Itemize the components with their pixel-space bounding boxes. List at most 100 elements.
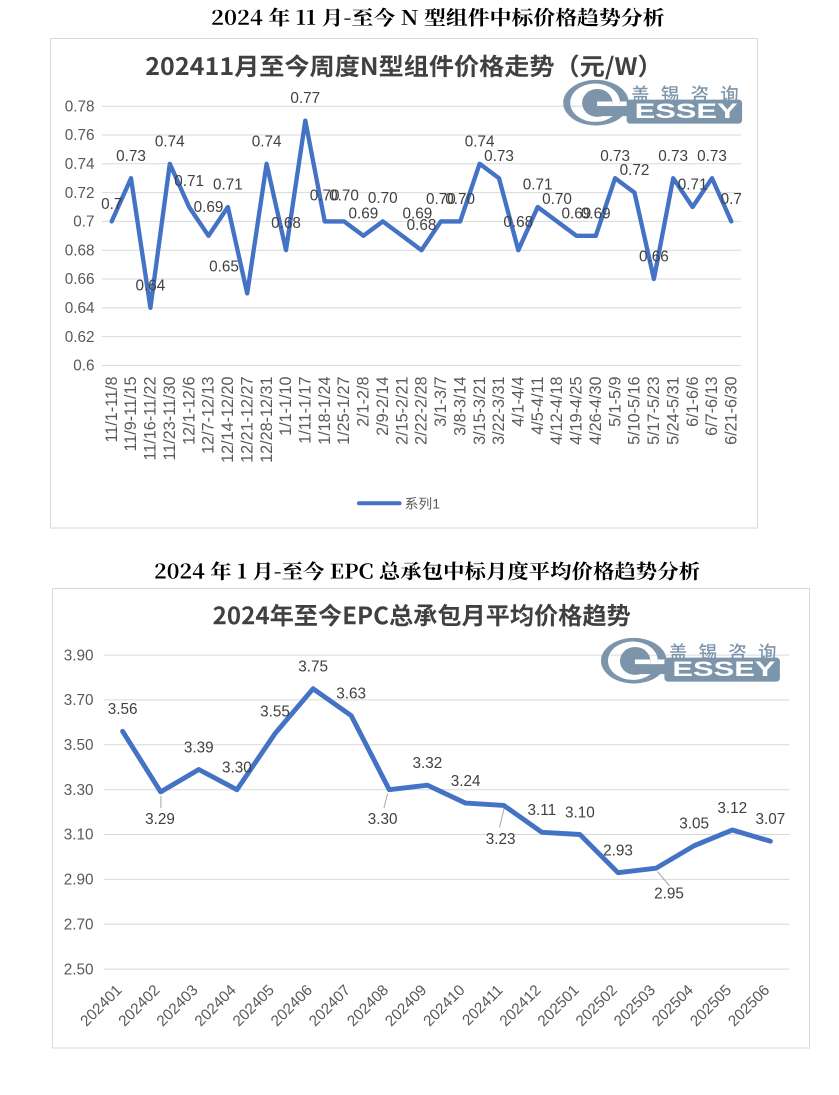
svg-text:3.30: 3.30 [368,811,398,828]
svg-text:12/14-12/20: 12/14-12/20 [219,377,237,463]
svg-text:3.30: 3.30 [222,760,252,777]
svg-text:3.90: 3.90 [64,647,94,664]
svg-text:0.66: 0.66 [65,271,95,288]
svg-text:5/17-5/23: 5/17-5/23 [645,377,663,445]
svg-text:0.64: 0.64 [65,300,95,317]
svg-text:3.12: 3.12 [717,800,747,817]
svg-text:0.70: 0.70 [329,188,359,205]
svg-text:0.69: 0.69 [581,205,611,222]
svg-text:0.73: 0.73 [697,148,727,165]
svg-text:0.62: 0.62 [65,329,95,346]
svg-text:0.74: 0.74 [252,133,282,150]
svg-text:3.50: 3.50 [64,737,94,754]
svg-text:0.70: 0.70 [310,188,340,205]
svg-text:0.70: 0.70 [368,190,398,207]
svg-text:4/19-4/25: 4/19-4/25 [568,377,586,445]
svg-text:2/9-2/14: 2/9-2/14 [374,377,392,436]
svg-text:1/18-1/24: 1/18-1/24 [316,377,334,445]
svg-text:11/9-11/15: 11/9-11/15 [122,377,140,452]
svg-text:0.77: 0.77 [290,90,320,107]
svg-text:0.66: 0.66 [639,249,669,266]
svg-text:1/11-1/17: 1/11-1/17 [297,377,315,444]
svg-text:3.70: 3.70 [64,692,94,709]
svg-text:0.6: 0.6 [73,358,94,375]
svg-text:12/7-12/13: 12/7-12/13 [200,377,218,454]
svg-text:0.72: 0.72 [65,185,95,202]
svg-text:0.74: 0.74 [155,133,185,150]
svg-text:0.64: 0.64 [136,277,166,294]
svg-text:3.07: 3.07 [756,811,786,828]
svg-text:3.29: 3.29 [145,811,175,828]
svg-text:3.05: 3.05 [679,816,709,833]
svg-text:12/1-12/6: 12/1-12/6 [180,377,198,445]
svg-text:12/21-12/27: 12/21-12/27 [238,377,256,463]
svg-text:11/16-11/22: 11/16-11/22 [142,377,160,461]
svg-text:2.50: 2.50 [64,961,94,978]
svg-text:0.71: 0.71 [213,177,243,194]
svg-text:3.10: 3.10 [64,827,94,844]
svg-text:0.74: 0.74 [465,133,495,150]
svg-text:3.56: 3.56 [108,701,138,718]
svg-text:0.76: 0.76 [65,127,95,144]
svg-text:0.73: 0.73 [600,148,630,165]
svg-text:1: 1 [432,496,440,512]
svg-text:12/28-12/31: 12/28-12/31 [258,377,276,463]
svg-text:3.30: 3.30 [64,782,94,799]
svg-text:5/1-5/9: 5/1-5/9 [606,377,624,427]
svg-text:3/8-3/14: 3/8-3/14 [451,377,469,436]
svg-text:0.72: 0.72 [620,162,650,179]
svg-text:0.69: 0.69 [349,205,379,222]
svg-text:11/1-11/8: 11/1-11/8 [103,377,121,443]
svg-text:3/15-3/21: 3/15-3/21 [471,377,489,445]
svg-text:1/25-1/27: 1/25-1/27 [335,377,353,445]
svg-text:3/1-3/7: 3/1-3/7 [432,377,450,427]
svg-text:2/1-2/8: 2/1-2/8 [355,377,373,427]
svg-text:5/10-5/16: 5/10-5/16 [626,377,644,445]
svg-text:3.39: 3.39 [184,739,214,756]
svg-text:2.90: 2.90 [64,872,94,889]
svg-text:3.32: 3.32 [413,755,443,772]
svg-text:1/1-1/10: 1/1-1/10 [277,377,295,436]
svg-text:0.73: 0.73 [116,148,146,165]
svg-text:0.70: 0.70 [426,191,456,208]
svg-text:0.68: 0.68 [65,242,95,259]
svg-text:4/1-4/4: 4/1-4/4 [510,377,528,427]
svg-text:0.7: 0.7 [721,191,742,208]
svg-text:3/22-3/31: 3/22-3/31 [490,377,508,445]
svg-text:2/22-2/28: 2/22-2/28 [413,377,431,445]
svg-text:3.23: 3.23 [486,831,516,848]
svg-text:0.65: 0.65 [209,259,239,276]
svg-text:2.70: 2.70 [64,916,94,933]
svg-text:0.74: 0.74 [65,156,95,173]
svg-text:3.63: 3.63 [336,685,366,702]
svg-text:6/1-6/6: 6/1-6/6 [684,377,702,427]
svg-text:2/15-2/21: 2/15-2/21 [393,377,411,445]
svg-text:3.11: 3.11 [527,802,556,819]
svg-text:0.71: 0.71 [523,177,553,194]
svg-text:5/24-5/31: 5/24-5/31 [664,377,682,445]
svg-text:0.73: 0.73 [658,148,688,165]
svg-text:0.73: 0.73 [484,148,514,165]
svg-text:4/12-4/18: 4/12-4/18 [548,377,566,445]
svg-text:0.68: 0.68 [271,215,301,232]
svg-text:0.71: 0.71 [678,177,708,194]
svg-text:0.78: 0.78 [65,98,95,115]
svg-text:0.69: 0.69 [403,206,433,223]
svg-text:2.95: 2.95 [654,886,684,903]
svg-text:3.75: 3.75 [298,659,328,676]
svg-text:0.68: 0.68 [503,214,533,231]
svg-text:0.70: 0.70 [542,191,572,208]
svg-text:0.69: 0.69 [562,205,592,222]
svg-text:3.55: 3.55 [260,703,290,720]
svg-text:3.10: 3.10 [565,804,595,821]
svg-text:6/7-6/13: 6/7-6/13 [703,377,721,436]
svg-text:0.70: 0.70 [445,191,475,208]
svg-text:11/23-11/30: 11/23-11/30 [161,377,179,461]
svg-text:4/5-4/11: 4/5-4/11 [529,377,547,435]
svg-text:0.71: 0.71 [174,173,204,190]
svg-text:2.93: 2.93 [603,843,633,860]
svg-text:0.68: 0.68 [407,217,437,234]
svg-text:4/26-4/30: 4/26-4/30 [587,377,605,445]
svg-text:6/21-6/30: 6/21-6/30 [723,377,741,445]
svg-text:0.7: 0.7 [73,214,94,231]
